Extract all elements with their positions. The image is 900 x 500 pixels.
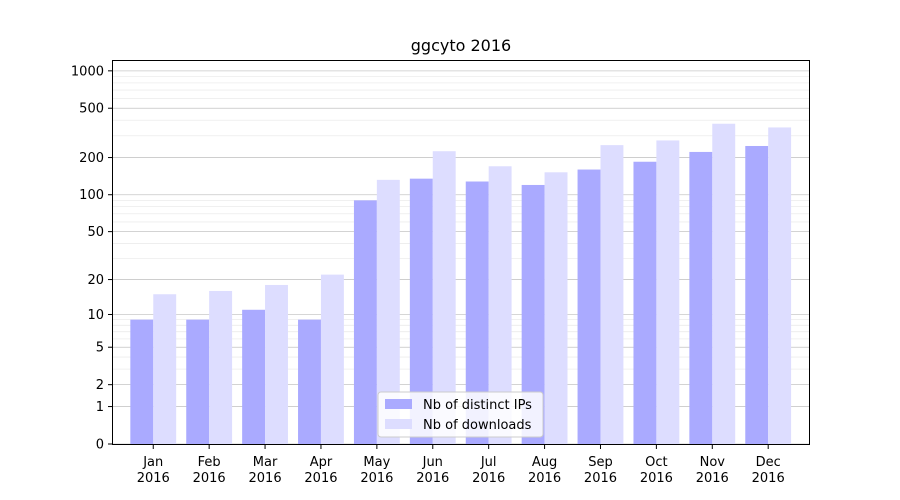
x-tick-label-year: 2016 xyxy=(360,471,393,486)
bar-distinct-ips-feb xyxy=(186,319,210,444)
bar-distinct-ips-sep xyxy=(577,169,601,444)
y-tick-label: 1 xyxy=(96,400,104,415)
x-tick-label-month: Sep xyxy=(588,455,613,470)
y-tick-label: 500 xyxy=(79,102,104,117)
x-tick-label-month: Jan xyxy=(142,455,163,470)
x-tick-label-month: Aug xyxy=(532,455,557,470)
bar-downloads-feb xyxy=(209,290,233,444)
x-tick-label-year: 2016 xyxy=(416,471,449,486)
legend-label: Nb of distinct IPs xyxy=(423,398,532,413)
y-tick-label: 1000 xyxy=(71,64,104,79)
y-tick-label: 20 xyxy=(87,273,104,288)
y-tick-label: 10 xyxy=(87,308,104,323)
y-tick-label: 2 xyxy=(96,378,104,393)
x-tick-label-month: Jun xyxy=(422,455,443,470)
x-tick-label-month: Feb xyxy=(198,455,221,470)
bar-distinct-ips-may xyxy=(353,200,377,444)
bar-downloads-sep xyxy=(600,145,624,445)
bar-distinct-ips-jul xyxy=(465,181,489,444)
bar-distinct-ips-jan xyxy=(130,319,154,444)
x-tick-label-year: 2016 xyxy=(528,471,561,486)
bar-distinct-ips-jun xyxy=(409,178,433,444)
bar-downloads-aug xyxy=(544,172,568,445)
y-tick-label: 200 xyxy=(79,151,104,166)
x-tick-label-month: Jul xyxy=(480,455,497,470)
chart-title: ggcyto 2016 xyxy=(411,36,511,55)
bar-downloads-jan xyxy=(153,294,177,444)
x-tick-label-month: Oct xyxy=(645,455,667,470)
bar-downloads-may xyxy=(376,179,400,445)
bar-distinct-ips-mar xyxy=(242,309,266,444)
x-tick-label-year: 2016 xyxy=(472,471,505,486)
x-tick-label-month: May xyxy=(363,455,390,470)
bar-downloads-jul xyxy=(488,166,512,444)
legend-swatch xyxy=(385,419,412,429)
plot-area-frame xyxy=(112,60,810,445)
y-tick-label: 50 xyxy=(87,225,104,240)
bar-distinct-ips-apr xyxy=(298,319,321,444)
bar-distinct-ips-aug xyxy=(521,184,545,444)
legend-swatch xyxy=(385,399,412,409)
legend-label: Nb of downloads xyxy=(423,418,532,433)
x-tick-label-year: 2016 xyxy=(193,471,226,486)
x-tick-label-year: 2016 xyxy=(584,471,617,486)
x-tick-label-month: Mar xyxy=(253,455,278,470)
y-axis: 0 1 2 5 10 20 50 100 200 500 1000 xyxy=(71,64,113,453)
x-tick-label-month: Dec xyxy=(756,455,781,470)
bar-distinct-ips-nov xyxy=(689,151,713,445)
x-tick-label-year: 2016 xyxy=(304,471,337,486)
y-tick-label: 0 xyxy=(96,438,104,453)
x-tick-label-year: 2016 xyxy=(696,471,729,486)
x-tick-label-year: 2016 xyxy=(752,471,785,486)
bar-downloads-nov xyxy=(712,123,736,444)
x-axis: Jan2016Feb2016Mar2016Apr2016May2016Jun20… xyxy=(137,444,785,486)
bar-distinct-ips-oct xyxy=(633,161,657,444)
bars xyxy=(130,123,792,445)
bar-downloads-dec xyxy=(768,127,792,444)
x-tick-label-year: 2016 xyxy=(249,471,282,486)
bar-downloads-jun xyxy=(432,151,456,444)
y-tick-label: 5 xyxy=(96,341,104,356)
x-tick-label-year: 2016 xyxy=(640,471,673,486)
x-tick-label-month: Nov xyxy=(700,455,726,470)
legend-box xyxy=(377,391,544,438)
y-tick-label: 100 xyxy=(79,188,104,203)
x-tick-label-year: 2016 xyxy=(137,471,170,486)
bar-distinct-ips-dec xyxy=(745,145,769,445)
legend: Nb of distinct IPs Nb of downloads xyxy=(377,391,544,438)
bar-downloads-oct xyxy=(656,140,680,444)
bar-downloads-mar xyxy=(265,284,288,444)
bar-downloads-apr xyxy=(320,274,344,444)
x-tick-label-month: Apr xyxy=(310,455,333,470)
